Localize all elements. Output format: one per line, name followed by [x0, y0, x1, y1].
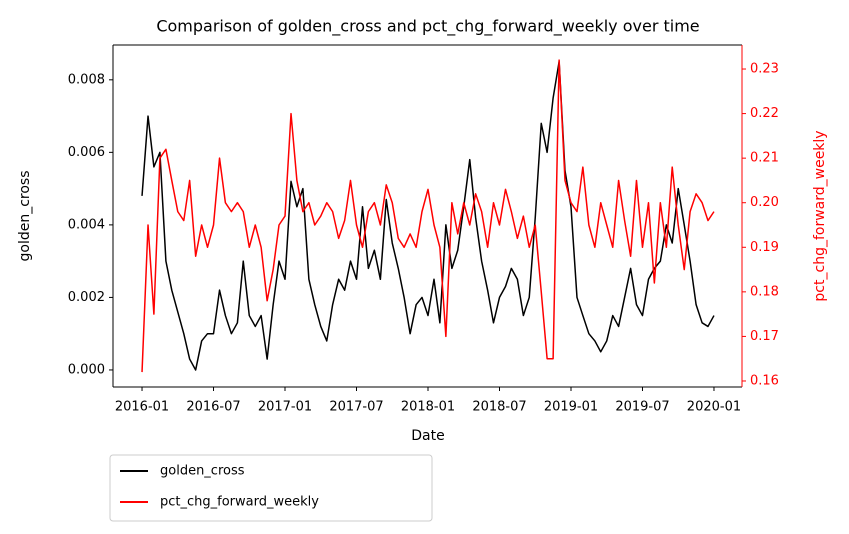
legend-label: pct_chg_forward_weekly	[160, 495, 319, 510]
y2-tick-label: 0.21	[750, 151, 779, 166]
x-tick-label: 2018-01	[401, 400, 455, 415]
chart-title: Comparison of golden_cross and pct_chg_f…	[156, 17, 699, 37]
y2-tick-label: 0.20	[750, 195, 779, 210]
x-tick-label: 2019-07	[615, 400, 669, 415]
y-tick-label: 0.000	[68, 362, 105, 377]
y-tick-label: 0.008	[68, 72, 105, 87]
x-tick-label: 2017-07	[329, 400, 383, 415]
x-tick-label: 2017-01	[258, 400, 312, 415]
legend-label: golden_cross	[160, 464, 245, 479]
y2-tick-label: 0.17	[750, 329, 779, 344]
y2-tick-label: 0.16	[750, 373, 779, 388]
x-tick-label: 2020-01	[687, 400, 741, 415]
y2-tick-label: 0.18	[750, 284, 779, 299]
y-tick-label: 0.004	[68, 217, 105, 232]
x-tick-label: 2016-07	[186, 400, 240, 415]
x-axis-label: Date	[411, 428, 444, 444]
x-tick-label: 2016-01	[115, 400, 169, 415]
y-axis-label: golden_cross	[17, 170, 33, 261]
legend-box	[109, 454, 433, 522]
y2-tick-label: 0.22	[750, 106, 779, 121]
x-tick-label: 2019-01	[544, 400, 598, 415]
y2-tick-label: 0.19	[750, 240, 779, 255]
y2-tick-label: 0.23	[750, 62, 779, 77]
series-line	[141, 60, 715, 371]
y-tick-label: 0.006	[68, 145, 105, 160]
y2-axis-label: pct_chg_forward_weekly	[812, 130, 828, 301]
series-line	[141, 59, 715, 373]
y-tick-label: 0.002	[68, 290, 105, 305]
x-tick-label: 2018-07	[472, 400, 526, 415]
